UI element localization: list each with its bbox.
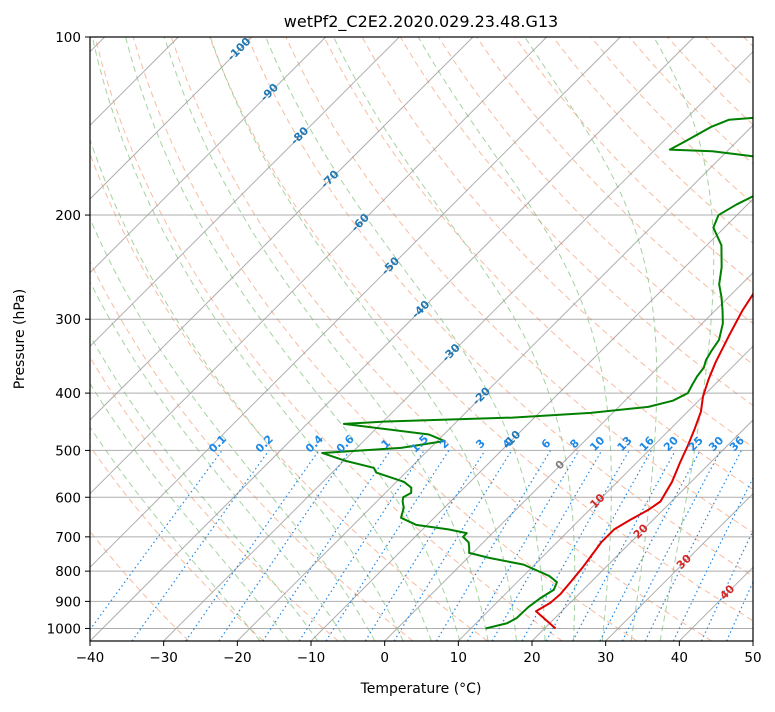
chart-title: wetPf2_C2E2.2020.029.23.48.G13 [284, 12, 558, 32]
x-tick-label: −40 [76, 650, 105, 666]
y-tick-label: 700 [55, 530, 81, 546]
x-tick-label: 10 [450, 650, 467, 666]
y-tick-label: 1000 [47, 621, 81, 637]
x-tick-label: 30 [597, 650, 614, 666]
x-tick-label: −20 [223, 650, 252, 666]
y-tick-label: 100 [55, 30, 81, 46]
y-tick-label: 200 [55, 208, 81, 224]
x-tick-label: 20 [523, 650, 540, 666]
x-tick-label: 40 [671, 650, 688, 666]
y-tick-label: 600 [55, 490, 81, 506]
y-tick-label: 400 [55, 386, 81, 402]
x-tick-label: −10 [297, 650, 326, 666]
y-tick-label: 500 [55, 443, 81, 459]
x-tick-label: 50 [744, 650, 761, 666]
y-tick-label: 300 [55, 312, 81, 328]
y-tick-label: 900 [55, 594, 81, 610]
x-axis-label: Temperature (°C) [360, 681, 482, 697]
x-tick-label: −30 [149, 650, 178, 666]
x-tick-label: 0 [380, 650, 389, 666]
y-axis-label: Pressure (hPa) [12, 289, 28, 389]
y-tick-label: 800 [55, 564, 81, 580]
